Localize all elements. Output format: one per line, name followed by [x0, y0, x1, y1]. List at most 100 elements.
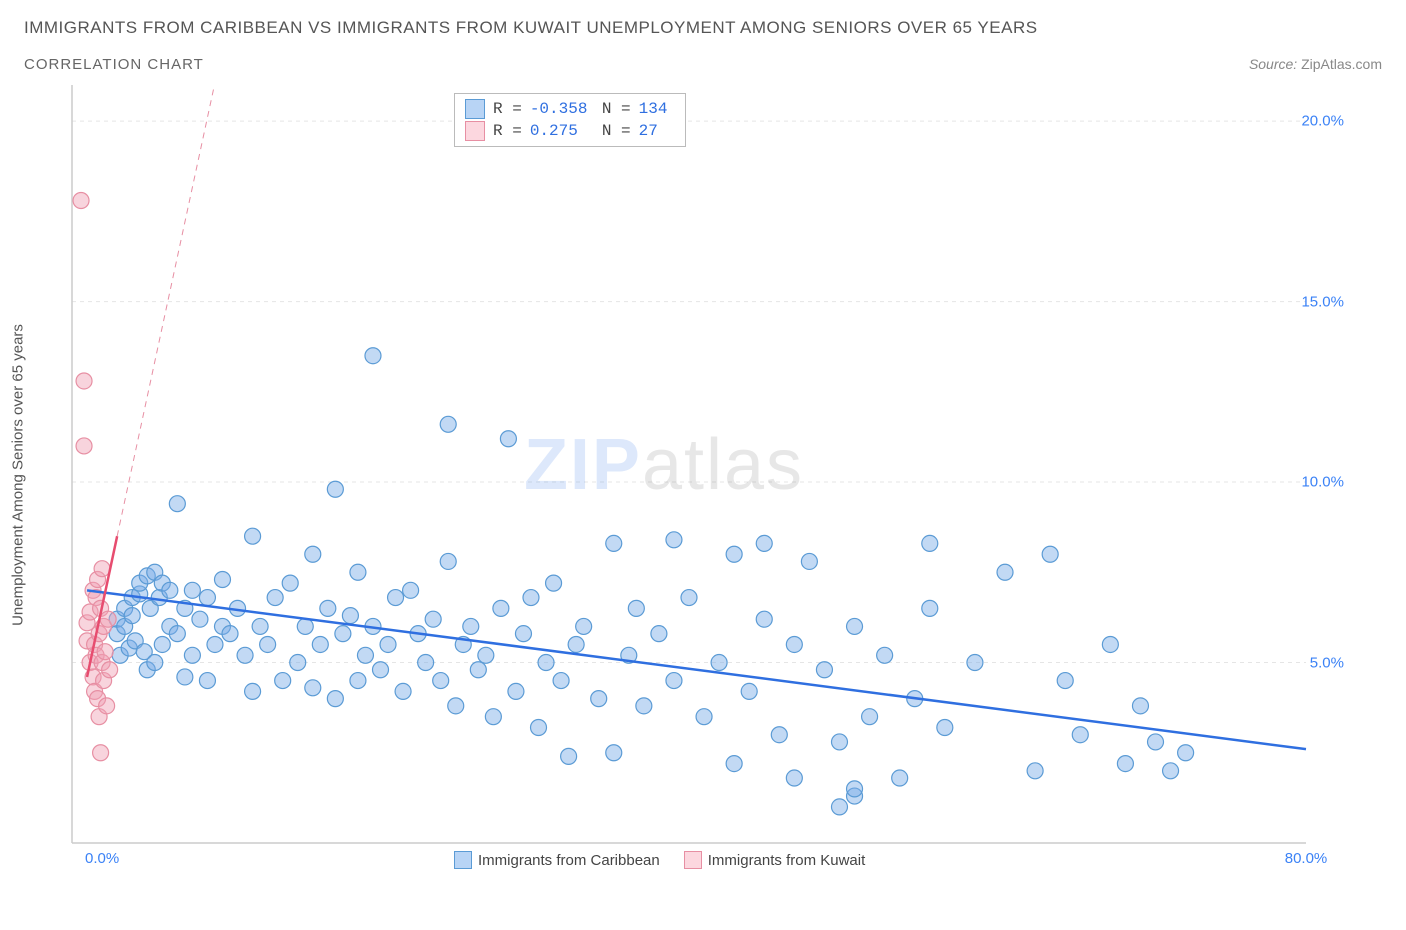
- legend-label: Immigrants from Caribbean: [478, 852, 660, 869]
- data-point: [245, 528, 261, 544]
- legend-swatch: [684, 851, 702, 869]
- data-point: [937, 719, 953, 735]
- data-point: [192, 611, 208, 627]
- data-point: [94, 561, 110, 577]
- legend-swatch: [454, 851, 472, 869]
- data-point: [606, 535, 622, 551]
- data-point: [207, 636, 223, 652]
- data-point: [523, 590, 539, 606]
- data-point: [222, 626, 238, 642]
- data-point: [184, 647, 200, 663]
- data-point: [327, 691, 343, 707]
- stats-box: R =-0.358N =134R = 0.275N = 27: [454, 93, 686, 147]
- data-point: [493, 600, 509, 616]
- data-point: [606, 745, 622, 761]
- data-point: [99, 698, 115, 714]
- data-point: [1042, 546, 1058, 562]
- data-point: [147, 655, 163, 671]
- data-point: [357, 647, 373, 663]
- header: IMMIGRANTS FROM CARIBBEAN VS IMMIGRANTS …: [0, 0, 1406, 73]
- data-point: [177, 669, 193, 685]
- data-point: [1102, 636, 1118, 652]
- source-credit: Source: ZipAtlas.com: [1249, 56, 1382, 72]
- data-point: [531, 719, 547, 735]
- data-point: [395, 683, 411, 699]
- data-point: [305, 546, 321, 562]
- data-point: [245, 683, 261, 699]
- data-point: [847, 618, 863, 634]
- series-swatch: [465, 99, 485, 119]
- series-swatch: [465, 121, 485, 141]
- data-point: [831, 734, 847, 750]
- data-point: [538, 655, 554, 671]
- stats-row: R =-0.358N =134: [465, 98, 675, 120]
- x-tick-label: 80.0%: [1285, 850, 1328, 867]
- data-point: [297, 618, 313, 634]
- data-point: [681, 590, 697, 606]
- data-point: [1117, 756, 1133, 772]
- data-point: [892, 770, 908, 786]
- data-point: [561, 748, 577, 764]
- page-subtitle: CORRELATION CHART: [24, 56, 204, 73]
- x-tick-label: 0.0%: [85, 850, 119, 867]
- data-point: [756, 611, 772, 627]
- data-point: [320, 600, 336, 616]
- data-point: [726, 756, 742, 772]
- data-point: [470, 662, 486, 678]
- data-point: [1132, 698, 1148, 714]
- y-tick-label: 15.0%: [1301, 293, 1344, 310]
- data-point: [1148, 734, 1164, 750]
- data-point: [786, 636, 802, 652]
- data-point: [546, 575, 562, 591]
- data-point: [102, 662, 118, 678]
- data-point: [97, 644, 113, 660]
- data-point: [448, 698, 464, 714]
- data-point: [73, 193, 89, 209]
- data-point: [418, 655, 434, 671]
- data-point: [922, 600, 938, 616]
- data-point: [199, 590, 215, 606]
- data-point: [388, 590, 404, 606]
- data-point: [756, 535, 772, 551]
- correlation-chart: Unemployment Among Seniors over 65 years…: [24, 85, 1344, 865]
- data-point: [666, 532, 682, 548]
- data-point: [967, 655, 983, 671]
- source-value: ZipAtlas.com: [1301, 56, 1382, 72]
- data-point: [162, 582, 178, 598]
- data-point: [1027, 763, 1043, 779]
- data-point: [154, 636, 170, 652]
- data-point: [76, 438, 92, 454]
- data-point: [214, 572, 230, 588]
- data-point: [628, 600, 644, 616]
- data-point: [350, 673, 366, 689]
- y-tick-label: 20.0%: [1301, 113, 1344, 130]
- data-point: [666, 673, 682, 689]
- data-point: [997, 564, 1013, 580]
- data-point: [1178, 745, 1194, 761]
- data-point: [260, 636, 276, 652]
- data-point: [425, 611, 441, 627]
- data-point: [515, 626, 531, 642]
- y-axis-label: Unemployment Among Seniors over 65 years: [10, 324, 27, 626]
- data-point: [252, 618, 268, 634]
- data-point: [305, 680, 321, 696]
- data-point: [1072, 727, 1088, 743]
- data-point: [726, 546, 742, 562]
- data-point: [199, 673, 215, 689]
- page-title: IMMIGRANTS FROM CARIBBEAN VS IMMIGRANTS …: [24, 18, 1382, 38]
- data-point: [1163, 763, 1179, 779]
- data-point: [76, 373, 92, 389]
- data-point: [651, 626, 667, 642]
- data-point: [553, 673, 569, 689]
- data-point: [576, 618, 592, 634]
- source-label: Source:: [1249, 56, 1297, 72]
- data-point: [124, 608, 140, 624]
- data-point: [862, 709, 878, 725]
- data-point: [741, 683, 757, 699]
- data-point: [922, 535, 938, 551]
- data-point: [275, 673, 291, 689]
- data-point: [365, 348, 381, 364]
- data-point: [373, 662, 389, 678]
- data-point: [877, 647, 893, 663]
- data-point: [380, 636, 396, 652]
